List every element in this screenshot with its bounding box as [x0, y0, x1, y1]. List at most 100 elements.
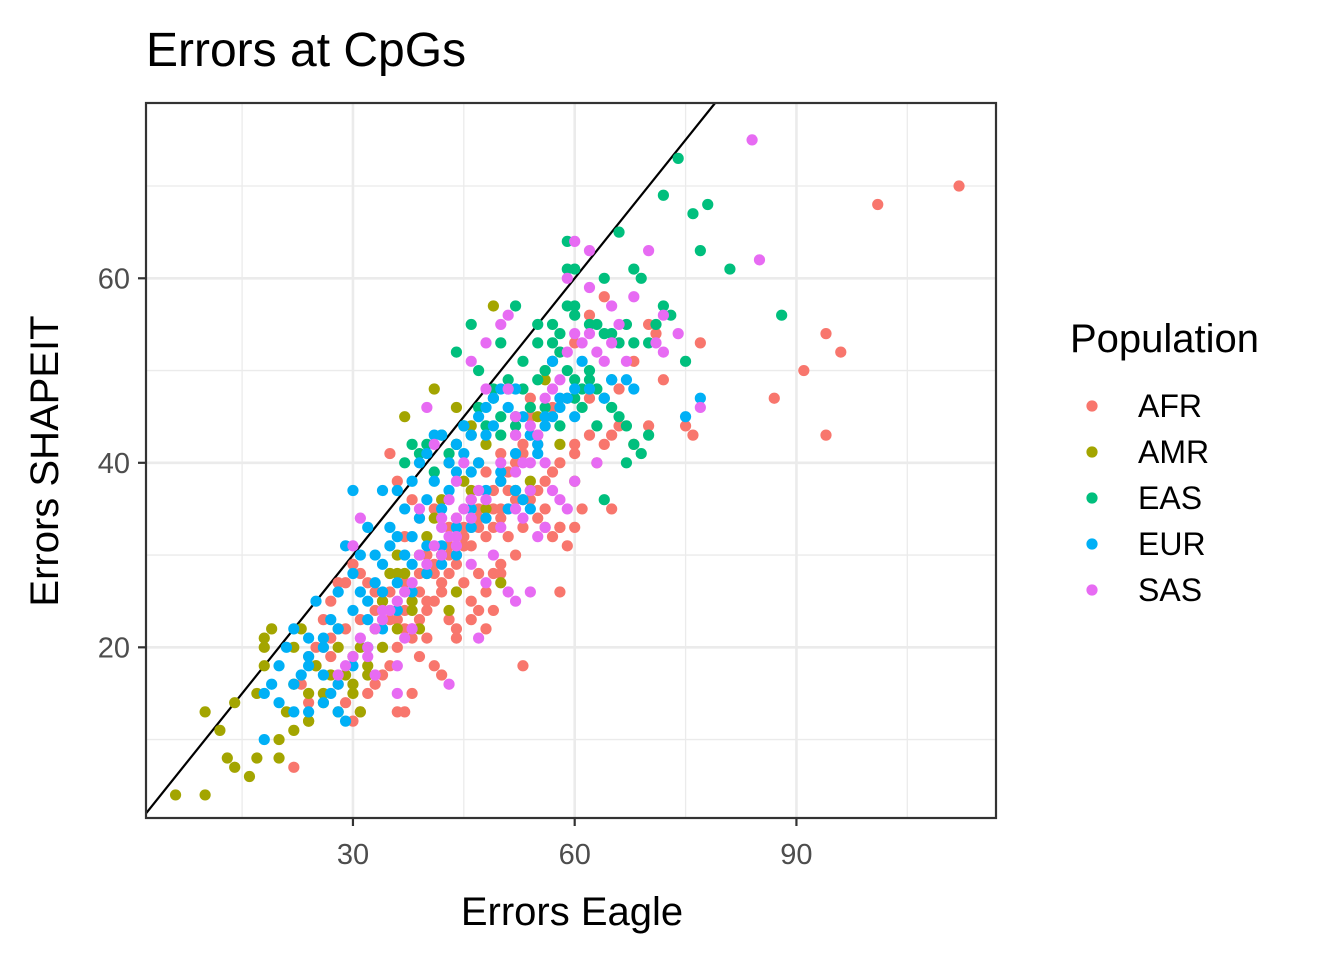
plot-background: [146, 103, 996, 818]
data-point-sas: [473, 484, 485, 497]
data-point-amr: [273, 733, 285, 746]
data-point-eas: [509, 420, 522, 432]
data-point-eur: [303, 650, 315, 663]
y-axis: 20 40 60: [98, 263, 146, 664]
data-point-eas: [694, 245, 706, 257]
data-point-afr: [679, 420, 692, 432]
data-point-sas: [598, 355, 610, 367]
data-point-afr: [450, 632, 463, 644]
data-point-amr: [391, 623, 403, 635]
data-point-sas: [450, 531, 463, 543]
data-point-eur: [295, 669, 307, 681]
data-point-sas: [613, 318, 625, 331]
data-point-eur: [413, 457, 426, 469]
data-point-afr: [546, 531, 559, 543]
data-point-eas: [554, 328, 566, 340]
data-point-sas: [450, 540, 463, 552]
data-point-sas: [480, 383, 492, 395]
data-point-eur: [569, 411, 581, 423]
data-point-eas: [598, 272, 610, 284]
data-point-eur: [406, 475, 418, 487]
x-axis: 30 60 90: [337, 818, 813, 871]
data-point-eur: [325, 614, 337, 626]
data-point-amr: [480, 438, 492, 450]
data-point-eas: [539, 401, 551, 414]
data-point-eas: [583, 364, 596, 377]
data-point-sas: [487, 549, 499, 561]
data-point-eur: [465, 521, 477, 533]
data-point-eas: [443, 447, 455, 460]
data-point-afr: [399, 706, 411, 718]
data-point-amr: [554, 438, 566, 450]
data-point-amr: [399, 411, 411, 423]
data-point-eur: [554, 401, 566, 414]
data-point-eas: [606, 328, 618, 340]
data-point-eur: [391, 531, 403, 543]
data-point-eur: [391, 577, 403, 589]
data-point-amr: [391, 567, 403, 580]
data-point-eur: [266, 678, 278, 690]
data-point-sas: [509, 466, 522, 478]
data-point-eur: [450, 521, 463, 533]
data-point-eur: [362, 521, 374, 533]
data-point-sas: [421, 558, 433, 570]
data-point-eur: [317, 632, 329, 644]
data-point-sas: [583, 245, 596, 257]
data-point-sas: [509, 503, 522, 515]
data-point-afr: [288, 761, 300, 773]
data-point-amr: [406, 604, 418, 617]
data-point-sas: [539, 457, 551, 469]
data-point-afr: [436, 586, 448, 598]
data-point-sas: [546, 383, 559, 395]
data-point-eas: [672, 152, 684, 164]
data-point-afr: [339, 697, 352, 709]
data-point-sas: [502, 586, 514, 598]
data-point-sas: [436, 521, 448, 533]
data-point-sas: [458, 503, 470, 515]
data-point-afr: [872, 198, 884, 211]
data-point-amr: [303, 715, 315, 727]
y-tick-label: 20: [98, 632, 130, 664]
data-point-eur: [465, 429, 477, 441]
data-point-sas: [583, 281, 596, 294]
data-point-afr: [465, 595, 477, 607]
data-point-sas: [391, 687, 403, 700]
data-point-sas: [480, 577, 492, 589]
data-point-amr: [199, 789, 211, 801]
data-point-eas: [517, 355, 529, 367]
data-point-sas: [369, 623, 381, 635]
data-point-afr: [436, 577, 448, 589]
data-point-afr: [687, 429, 699, 441]
data-points: [169, 134, 965, 801]
data-point-amr: [258, 632, 270, 644]
data-point-sas: [606, 337, 618, 349]
data-point-sas: [347, 650, 359, 663]
legend-label-eur: EUR: [1138, 526, 1206, 562]
data-point-eas: [583, 374, 596, 386]
data-point-eur: [532, 438, 544, 450]
data-point-eur: [421, 447, 433, 460]
data-point-afr: [391, 641, 403, 653]
series-eas: [399, 152, 788, 506]
data-point-eas: [473, 364, 485, 377]
data-point-eur: [694, 392, 706, 404]
legend-key-eur: [1086, 538, 1098, 550]
data-point-afr: [583, 392, 596, 404]
data-point-sas: [554, 494, 566, 506]
data-point-sas: [591, 457, 603, 469]
data-point-eur: [473, 457, 485, 469]
data-point-afr: [325, 650, 337, 663]
data-point-afr: [495, 447, 507, 460]
data-point-sas: [399, 586, 411, 598]
data-point-afr: [517, 438, 529, 450]
data-point-amr: [243, 770, 256, 783]
data-point-eas: [687, 208, 699, 220]
data-point-eur: [384, 521, 396, 533]
data-point-afr: [583, 309, 596, 321]
data-point-eur: [288, 678, 300, 690]
data-point-eur: [273, 697, 285, 709]
data-point-afr: [561, 540, 573, 552]
data-point-afr: [406, 687, 418, 700]
data-point-afr: [421, 632, 433, 644]
data-point-sas: [502, 309, 514, 321]
